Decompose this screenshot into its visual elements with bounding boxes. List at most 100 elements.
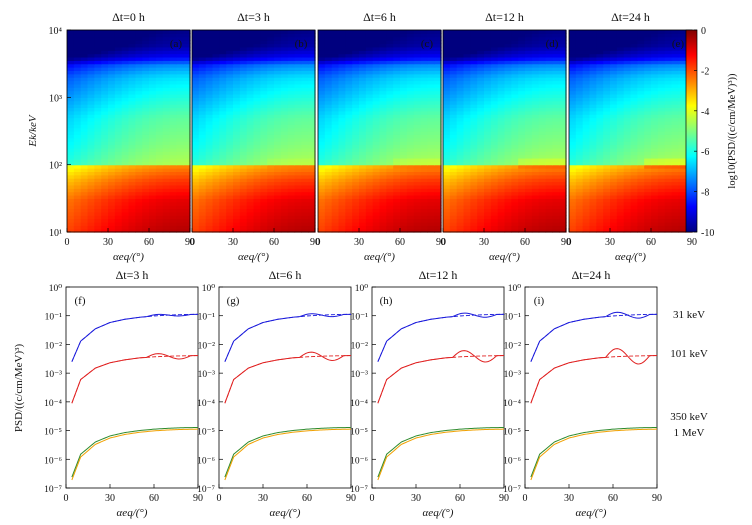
heatmap-cell	[538, 97, 547, 102]
heatmap-cell	[456, 211, 465, 216]
heatmap-cell	[400, 107, 408, 112]
heatmap-cell	[400, 90, 408, 95]
heatmap-cell	[345, 127, 353, 132]
heatmap-cell	[477, 50, 485, 55]
heatmap-cell	[162, 208, 171, 213]
heatmap-cell	[318, 127, 326, 132]
heatmap-cell	[525, 215, 533, 220]
heatmap-cell	[108, 211, 116, 216]
heatmap-cell	[352, 157, 360, 162]
heatmap-cell	[155, 97, 164, 102]
heatmap-cell	[420, 83, 428, 88]
heatmap-cell	[545, 161, 553, 166]
heatmap-cell	[637, 164, 645, 169]
heatmap-cell	[142, 228, 150, 233]
heatmap-cell	[246, 181, 255, 186]
heatmap-cell	[379, 211, 387, 216]
heatmap-cell	[67, 110, 75, 115]
heatmap-cell	[246, 184, 255, 189]
heatmap-cell	[226, 36, 234, 41]
heatmap-cell	[463, 117, 471, 122]
heatmap-cell	[108, 171, 116, 176]
heatmap-cell	[400, 198, 408, 203]
heatmap-cell	[603, 114, 611, 119]
heatmap-cell	[372, 161, 381, 166]
heatmap-cell	[623, 208, 632, 213]
heatmap-cell	[260, 53, 268, 58]
heatmap-cell	[260, 154, 268, 159]
heatmap-cell	[406, 168, 415, 172]
heatmap-cell	[616, 144, 625, 149]
heatmap-cell	[359, 77, 367, 82]
heatmap-cell	[545, 154, 553, 159]
heatmap-cell	[393, 80, 401, 85]
heatmap-cell	[406, 87, 415, 92]
heatmap-cell	[114, 194, 123, 199]
heatmap-cell	[80, 171, 89, 176]
heatmap-cell	[233, 191, 241, 196]
heatmap-cell	[226, 198, 234, 203]
heatmap-cell	[287, 215, 296, 220]
heatmap-cell	[267, 198, 275, 203]
heatmap-cell	[114, 211, 123, 216]
heatmap-cell	[149, 100, 157, 105]
heatmap-cell	[149, 171, 157, 176]
heatmap-cell	[219, 60, 227, 65]
heatmap-cell	[559, 70, 567, 75]
heatmap-cell	[456, 50, 465, 55]
heatmap-cell	[267, 194, 275, 199]
heatmap-cell	[274, 134, 282, 139]
heatmap-cell	[511, 127, 519, 132]
heatmap-cell	[434, 161, 442, 166]
heatmap-cell	[477, 131, 485, 135]
heatmap-cell	[274, 221, 282, 226]
heatmap-cell	[477, 67, 485, 71]
heatmap-cell	[449, 87, 458, 92]
heatmap-cell	[443, 178, 451, 183]
heatmap-cell	[287, 228, 296, 233]
heatmap-cell	[470, 83, 478, 88]
heatmap-cell	[637, 178, 645, 183]
heatmap-cell	[155, 211, 164, 216]
heatmap-cell	[183, 114, 191, 119]
heatmap-cell	[142, 218, 150, 223]
heatmap-cell	[226, 188, 234, 193]
heatmap-cell	[192, 191, 200, 196]
heatmap-cell	[531, 43, 540, 48]
heatmap-cell	[538, 43, 547, 48]
heatmap-cell	[246, 154, 255, 159]
heatmap-cell	[463, 215, 471, 220]
heatmap-cell	[162, 104, 171, 109]
heatmap-cell	[318, 205, 326, 210]
heatmap-cell	[80, 117, 89, 122]
heatmap-cell	[162, 60, 171, 65]
heatmap-cell	[301, 171, 309, 176]
heatmap-cell	[559, 100, 567, 105]
heatmap-cell	[569, 218, 577, 223]
heatmap-cell	[545, 110, 553, 115]
heatmap-cell	[393, 137, 401, 142]
heatmap-cell	[379, 77, 387, 82]
heatmap-cell	[596, 178, 604, 183]
heatmap-cell	[552, 33, 560, 38]
heatmap-cell	[253, 168, 261, 172]
heatmap-cell	[192, 161, 200, 166]
heatmap-cell	[637, 141, 645, 146]
heatmap-cell	[671, 218, 679, 223]
heatmap-cell	[545, 201, 553, 206]
heatmap-cell	[610, 188, 618, 193]
heatmap-cell	[233, 97, 241, 102]
heatmap-cell	[294, 151, 302, 156]
heatmap-cell	[121, 208, 130, 213]
heatmap-cell	[678, 171, 686, 176]
heatmap-cell	[511, 120, 519, 125]
heatmap-cell	[610, 178, 618, 183]
heatmap-cell	[233, 77, 241, 82]
heatmap-cell	[318, 90, 326, 95]
heatmap-cell	[623, 117, 632, 122]
heatmap-cell	[511, 191, 519, 196]
heatmap-cell	[149, 97, 157, 102]
heatmap-cell	[525, 67, 533, 71]
heatmap-cell	[233, 40, 241, 45]
heatmap-cell	[490, 198, 499, 203]
